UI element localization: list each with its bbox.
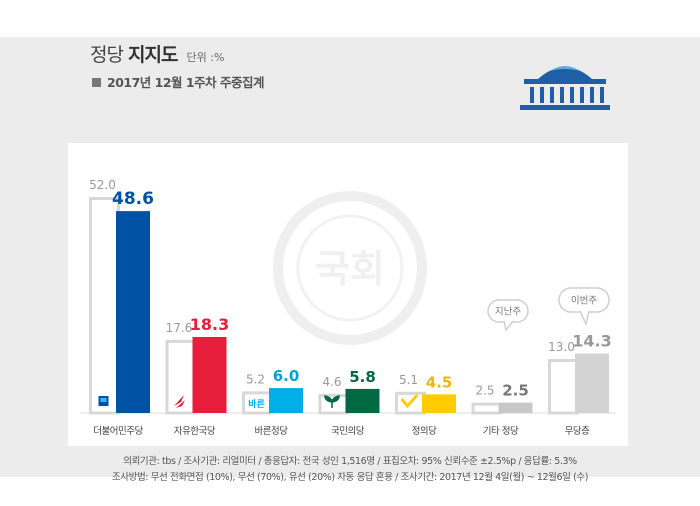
label-prev-2: 5.2 xyxy=(246,372,265,386)
bar-curr-3 xyxy=(345,388,380,413)
category-label-6: 무당층 xyxy=(565,426,590,437)
label-curr-3: 5.8 xyxy=(349,368,376,386)
square-logo-icon xyxy=(98,396,109,406)
national-assembly-icon xyxy=(520,66,610,110)
check-logo-icon xyxy=(401,394,418,409)
label-curr-2: 6.0 xyxy=(273,367,300,385)
title-bold: 지지도 xyxy=(128,44,178,66)
category-label-2: 바른정당 xyxy=(255,426,289,437)
label-curr-0: 48.6 xyxy=(112,189,154,209)
page-title: 정당 지지도 단위 :% xyxy=(90,40,224,67)
watermark-seal-icon: 국회 xyxy=(273,191,427,345)
bar-curr-5 xyxy=(498,402,533,413)
bar-curr-2 xyxy=(269,388,303,413)
category-label-1: 자유한국당 xyxy=(174,426,216,437)
bar-curr-6 xyxy=(575,353,609,413)
bar-prev-6 xyxy=(548,359,579,415)
survey-period: 2017년 12월 1주차 주중집계 xyxy=(92,72,264,91)
survey-period-text: 2017년 12월 1주차 주중집계 xyxy=(107,75,264,90)
label-prev-5: 2.5 xyxy=(475,384,494,398)
bar-curr-1 xyxy=(192,336,227,413)
label-curr-4: 4.5 xyxy=(426,373,453,391)
label-prev-4: 5.1 xyxy=(399,373,418,387)
label-curr-1: 18.3 xyxy=(190,315,229,334)
survey-note-line2: 조사방법: 무선 전화면접 (10%), 무선 (70%), 유선 (20%) … xyxy=(111,472,589,483)
callout-curr: 이번주 xyxy=(558,287,610,327)
survey-note-line1: 의뢰기관: tbs / 조사기관: 리얼미터 / 총응답자: 전국 성인 1,5… xyxy=(123,456,577,467)
label-prev-3: 4.6 xyxy=(322,375,341,389)
bareun-logo-text: 바른 xyxy=(248,398,265,410)
label-prev-0: 52.0 xyxy=(89,178,116,192)
title-prefix: 정당 xyxy=(90,44,124,66)
label-prev-6: 13.0 xyxy=(548,340,575,354)
torch-logo-icon xyxy=(174,395,185,408)
label-curr-5: 2.5 xyxy=(502,382,529,400)
bar-prev-5 xyxy=(471,402,503,415)
bar-prev-0 xyxy=(89,197,120,415)
label-prev-1: 17.6 xyxy=(166,321,193,335)
callout-prev: 지난주 xyxy=(487,299,529,332)
watermark-text: 국회 xyxy=(315,247,385,291)
callout-curr-text: 이번주 xyxy=(571,296,597,307)
bullet-square-icon xyxy=(92,78,101,87)
bar-prev-1 xyxy=(165,339,197,415)
bar-curr-4 xyxy=(422,394,456,413)
sprout-logo-icon xyxy=(324,395,340,408)
category-label-4: 정의당 xyxy=(412,426,437,437)
category-label-5: 기타 정당 xyxy=(483,426,519,437)
bar-curr-0 xyxy=(116,211,150,413)
unit-label: 단위 :% xyxy=(186,51,225,64)
category-label-0: 더불어민주당 xyxy=(93,426,143,437)
label-curr-6: 14.3 xyxy=(572,332,611,351)
callout-prev-text: 지난주 xyxy=(495,307,521,318)
bareun-logo-icon: 바른 xyxy=(245,397,268,410)
category-label-3: 국민의당 xyxy=(331,426,365,437)
